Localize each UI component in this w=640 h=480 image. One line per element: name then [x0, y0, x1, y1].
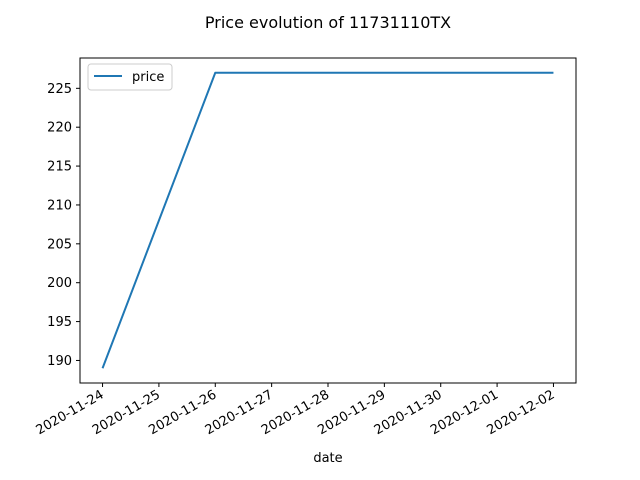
y-tick-label: 220 [47, 121, 72, 136]
legend: price [87, 63, 173, 91]
chart-title: Price evolution of 11731110TX [205, 13, 451, 32]
legend-box [87, 63, 173, 91]
series-layer [101, 71, 554, 369]
y-tick-label: 210 [47, 198, 72, 213]
y-tick-label: 200 [47, 276, 72, 291]
y-tick-label: 195 [47, 315, 72, 330]
y-tick-label: 225 [47, 82, 72, 97]
y-axis-ticks: 190 195 200 205 210 215 220 225 [47, 82, 80, 369]
y-tick-label: 205 [47, 237, 72, 252]
plot-frame [79, 57, 577, 384]
series-line-price [101, 71, 554, 369]
x-axis-label: date [313, 451, 342, 466]
y-tick-label: 215 [47, 160, 72, 175]
legend-label-price: price [132, 70, 164, 85]
y-tick-label: 190 [47, 354, 72, 369]
